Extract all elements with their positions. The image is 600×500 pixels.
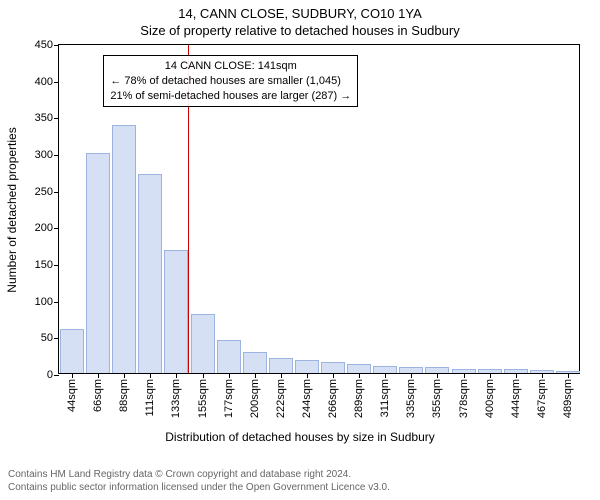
histogram-bar (112, 125, 136, 373)
y-tick-mark (54, 228, 59, 229)
x-tick-label: 311sqm (379, 379, 391, 417)
x-tick-mark (255, 373, 256, 378)
x-tick-mark (307, 373, 308, 378)
histogram-bar (217, 340, 241, 373)
chart-plot-area: 14 CANN CLOSE: 141sqm← 78% of detached h… (58, 44, 580, 374)
x-tick-label: 200sqm (249, 379, 261, 418)
histogram-bar (347, 364, 371, 373)
x-tick-label: 489sqm (562, 379, 574, 418)
x-tick-label: 44sqm (66, 379, 78, 412)
y-tick-mark (54, 155, 59, 156)
x-tick-mark (281, 373, 282, 378)
x-tick-label: 266sqm (327, 379, 339, 418)
y-tick-mark (54, 118, 59, 119)
x-tick-mark (229, 373, 230, 378)
annotation-line: 21% of semi-detached houses are larger (… (110, 89, 351, 104)
y-tick-mark (54, 265, 59, 266)
x-tick-mark (98, 373, 99, 378)
x-tick-label: 400sqm (484, 379, 496, 418)
y-tick-mark (54, 338, 59, 339)
histogram-bar (373, 366, 397, 373)
x-tick-mark (411, 373, 412, 378)
footer-line1: Contains HM Land Registry data © Crown c… (8, 468, 390, 481)
x-tick-label: 155sqm (197, 379, 209, 418)
footer-attribution: Contains HM Land Registry data © Crown c… (8, 468, 390, 494)
x-tick-mark (437, 373, 438, 378)
annotation-box: 14 CANN CLOSE: 141sqm← 78% of detached h… (103, 55, 358, 108)
x-tick-mark (150, 373, 151, 378)
footer-line2: Contains public sector information licen… (8, 481, 390, 494)
histogram-bar (269, 358, 293, 373)
x-tick-mark (203, 373, 204, 378)
x-tick-mark (333, 373, 334, 378)
histogram-bar (60, 329, 84, 373)
x-tick-label: 222sqm (275, 379, 287, 418)
x-tick-mark (359, 373, 360, 378)
x-tick-mark (176, 373, 177, 378)
histogram-bar (191, 314, 215, 373)
histogram-bar (321, 362, 345, 373)
histogram-bar (164, 250, 188, 373)
y-axis-label: Number of detached properties (5, 127, 19, 292)
x-tick-label: 244sqm (301, 379, 313, 418)
x-tick-label: 467sqm (536, 379, 548, 418)
histogram-bar (243, 352, 267, 373)
annotation-line: 14 CANN CLOSE: 141sqm (110, 59, 351, 74)
y-tick-mark (54, 82, 59, 83)
title-address: 14, CANN CLOSE, SUDBURY, CO10 1YA (0, 0, 600, 21)
x-tick-label: 133sqm (170, 379, 182, 418)
x-tick-mark (124, 373, 125, 378)
y-tick-mark (54, 302, 59, 303)
x-tick-label: 177sqm (223, 379, 235, 418)
x-tick-label: 88sqm (118, 379, 130, 412)
x-tick-mark (490, 373, 491, 378)
title-subtitle: Size of property relative to detached ho… (0, 21, 600, 38)
y-tick-mark (54, 192, 59, 193)
histogram-bar (138, 174, 162, 373)
x-tick-label: 444sqm (510, 379, 522, 418)
x-tick-label: 355sqm (431, 379, 443, 418)
x-tick-label: 289sqm (353, 379, 365, 418)
x-tick-label: 111sqm (144, 379, 156, 417)
x-tick-mark (464, 373, 465, 378)
x-tick-mark (516, 373, 517, 378)
x-tick-label: 335sqm (405, 379, 417, 418)
x-tick-label: 66sqm (92, 379, 104, 412)
histogram-bar (86, 153, 110, 373)
x-tick-label: 378sqm (458, 379, 470, 418)
x-tick-mark (385, 373, 386, 378)
x-tick-mark (568, 373, 569, 378)
x-tick-mark (72, 373, 73, 378)
y-tick-mark (54, 375, 59, 376)
x-axis-label: Distribution of detached houses by size … (0, 430, 600, 444)
annotation-line: ← 78% of detached houses are smaller (1,… (110, 74, 351, 89)
y-tick-mark (54, 45, 59, 46)
x-tick-mark (542, 373, 543, 378)
histogram-bar (295, 360, 319, 373)
